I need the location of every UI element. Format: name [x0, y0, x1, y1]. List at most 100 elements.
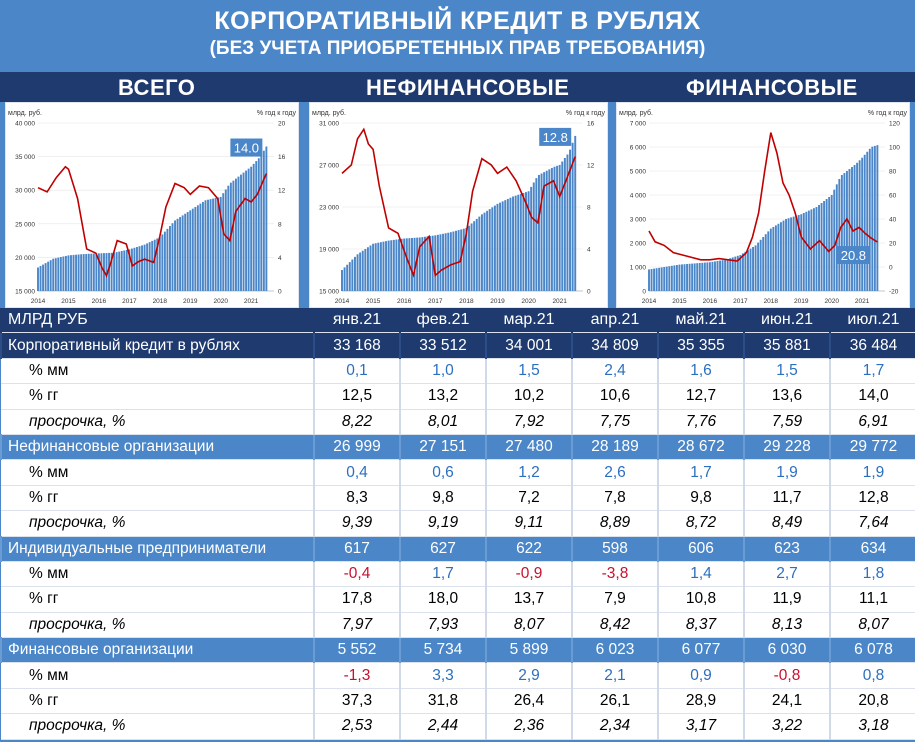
x-tick-label: 2018: [153, 298, 168, 305]
bar: [833, 189, 836, 291]
table-cell: 26,1: [571, 688, 658, 715]
bar: [133, 247, 136, 291]
bar: [736, 255, 739, 291]
x-tick-label: 2018: [764, 298, 779, 305]
table-cell: 8,3: [313, 485, 400, 512]
bar: [201, 201, 204, 291]
table-cell: 8,07: [485, 612, 572, 639]
bar: [113, 252, 116, 291]
table-row: % гг 37,3 31,8 26,4 26,1 28,9 24,1 20,8: [1, 688, 915, 715]
table-header-unit: МЛРД РУБ: [0, 308, 314, 334]
bar: [52, 258, 55, 291]
table-cell: 2,44: [399, 713, 486, 740]
bar: [767, 231, 770, 291]
bar: [871, 146, 874, 291]
bar: [387, 240, 390, 291]
x-tick-label: 2019: [183, 298, 198, 305]
growth-line: [648, 132, 878, 262]
bar: [207, 199, 209, 291]
table-cell: 1,0: [399, 358, 486, 385]
table-cell: 7,76: [657, 409, 744, 435]
bar: [863, 154, 866, 291]
bar: [392, 239, 395, 291]
table-header-month: июл.21: [829, 308, 915, 334]
bar: [359, 252, 362, 291]
bar: [434, 235, 437, 291]
bar: [136, 246, 138, 291]
bar: [181, 215, 184, 291]
bar: [222, 193, 225, 291]
bar: [70, 255, 72, 291]
table-cell: 1,5: [485, 358, 572, 385]
bar: [698, 263, 701, 291]
table-cell: 28 189: [571, 434, 658, 461]
bar: [54, 258, 57, 291]
y2-axis-label: % год к году: [257, 110, 297, 117]
bar: [561, 161, 564, 291]
bar: [356, 254, 359, 291]
table-row: % мм -1,3 3,3 2,9 2,1 0,9 -0,8 0,8: [1, 662, 915, 689]
x-tick-label: 2016: [703, 298, 718, 305]
table-cell: 617: [313, 536, 400, 562]
table-cell: 598: [571, 536, 658, 562]
table-cell: 606: [657, 536, 744, 562]
bar: [815, 207, 818, 291]
y-tick-label: 23 000: [319, 205, 339, 212]
x-tick-label: 2015: [672, 298, 687, 305]
bar: [410, 237, 413, 291]
row-label: Финансовые организации: [0, 637, 314, 664]
bar: [716, 261, 719, 291]
row-label: % мм: [1, 662, 314, 689]
bar: [400, 238, 403, 291]
y2-tick-label: 4: [587, 247, 591, 254]
row-label: % гг: [1, 485, 314, 512]
bar: [369, 245, 372, 291]
table-cell: -1,3: [313, 662, 400, 689]
bar: [701, 262, 704, 291]
bar: [191, 208, 194, 291]
bar: [429, 236, 432, 291]
x-tick-label: 2021: [552, 298, 567, 305]
value-callout-box: [230, 138, 263, 157]
bar: [87, 253, 90, 291]
table-cell: 634: [829, 536, 915, 562]
bar: [517, 194, 520, 291]
bar: [436, 234, 439, 291]
bar: [665, 266, 668, 291]
table-cell: 1,7: [399, 561, 486, 588]
y2-axis-label: % год к году: [868, 110, 908, 117]
bar: [59, 257, 62, 291]
bar: [444, 233, 447, 291]
table-cell: 27 480: [485, 434, 572, 461]
y2-tick-label: -20: [889, 289, 899, 296]
y-tick-label: 2 000: [630, 241, 647, 248]
bar: [530, 186, 533, 291]
x-tick-label: 2014: [642, 298, 657, 305]
bar: [214, 198, 217, 291]
y-axis-label: млрд. руб.: [312, 109, 346, 117]
bar: [721, 260, 724, 291]
table-cell: 13,6: [743, 383, 830, 410]
bar: [39, 266, 42, 291]
table-cell: 6,91: [829, 409, 915, 435]
bar: [219, 196, 222, 291]
bar: [49, 260, 52, 291]
x-tick-label: 2015: [61, 298, 76, 305]
bar: [724, 259, 727, 291]
bar: [174, 220, 176, 291]
table-cell: 13,7: [485, 586, 572, 613]
y2-tick-label: 12: [587, 163, 595, 170]
bar: [726, 259, 729, 291]
bar: [741, 253, 744, 291]
bar: [405, 238, 408, 291]
bar: [265, 146, 268, 291]
y2-tick-label: 60: [889, 193, 897, 200]
bar: [439, 234, 442, 291]
table-cell: 28,9: [657, 688, 744, 715]
bar: [757, 242, 760, 291]
bar: [493, 205, 496, 291]
bar: [442, 233, 445, 291]
table-cell: 9,8: [399, 485, 486, 512]
row-label: % мм: [1, 358, 314, 385]
bar: [146, 243, 149, 291]
